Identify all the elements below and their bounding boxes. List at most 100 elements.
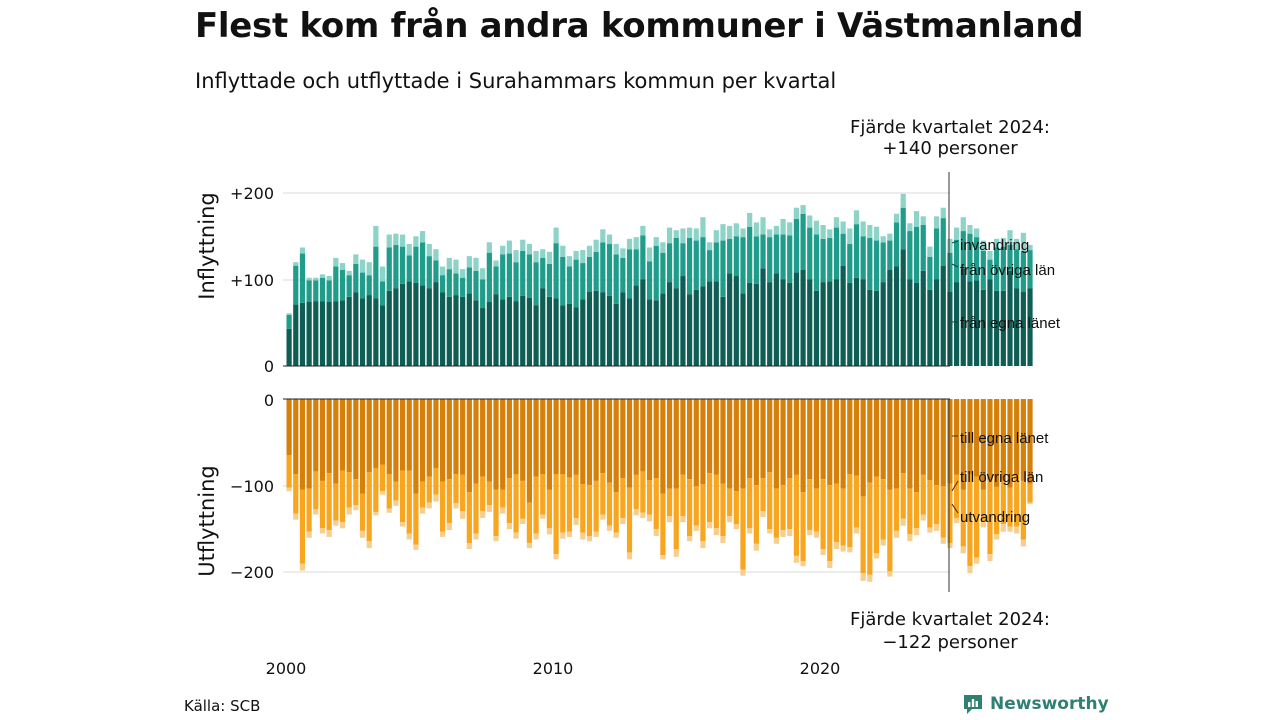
outflow-bar-1 — [373, 399, 379, 468]
outflow-bar-1 — [560, 399, 566, 474]
outflow-bar-1 — [606, 399, 613, 483]
outflow-bar-2 — [613, 492, 619, 533]
outflow-bar-3 — [893, 530, 900, 538]
inflow-bar-1 — [646, 299, 653, 366]
outflow-bar-2 — [440, 481, 446, 532]
outflow-bar-1 — [326, 399, 332, 474]
inflow-bar-1 — [1020, 291, 1026, 366]
y-axis-label-bottom: Utflyttning — [195, 465, 219, 577]
x-tick-2010: 2010 — [533, 659, 574, 678]
outflow-bar-1 — [1007, 399, 1013, 488]
outflow-bar-2 — [293, 473, 299, 514]
inflow-bar-3 — [760, 217, 766, 235]
inflow-bar-2 — [660, 252, 666, 294]
inflow-bar-3 — [1014, 238, 1020, 250]
outflow-bar-3 — [299, 563, 306, 571]
inflow-bar-1 — [807, 279, 813, 366]
outflow-bar-3 — [947, 542, 953, 549]
inflow-bar-1 — [820, 282, 826, 367]
outflow-bar-2 — [793, 474, 799, 556]
inflow-bar-1 — [927, 289, 933, 366]
outflow-bar-1 — [313, 399, 319, 472]
inflow-bar-2 — [333, 266, 339, 302]
brand-logo[interactable]: Newsworthy — [962, 693, 1109, 715]
inflow-bar-2 — [1020, 250, 1026, 292]
outflow-bar-2 — [1014, 474, 1020, 527]
inflow-bar-3 — [853, 210, 860, 225]
outflow-bar-1 — [707, 399, 713, 474]
inflow-bar-2 — [847, 244, 853, 283]
outflow-bar-2 — [753, 485, 759, 544]
outflow-bar-3 — [700, 541, 706, 549]
outflow-bar-2 — [927, 480, 933, 528]
outflow-bar-1 — [713, 399, 719, 475]
inflow-bar-1 — [913, 282, 920, 366]
outflow-bar-2 — [827, 485, 833, 562]
inflow-bar-2 — [540, 257, 546, 289]
inflow-bar-1 — [379, 305, 386, 366]
inflow-bar-2 — [747, 226, 753, 283]
outflow-bar-3 — [860, 573, 866, 581]
inflow-bar-2 — [974, 237, 980, 281]
outflow-bar-1 — [833, 399, 840, 484]
inflow-bars — [286, 193, 1033, 367]
inflow-bar-2 — [787, 235, 793, 283]
outflow-bar-1 — [767, 399, 773, 473]
outflow-bar-2 — [306, 488, 312, 532]
outflow-bar-2 — [773, 488, 779, 538]
outflow-bar-3 — [827, 561, 833, 568]
inflow-bar-2 — [573, 259, 579, 308]
outflow-bar-1 — [887, 399, 893, 490]
outflow-bar-3 — [573, 517, 579, 525]
outflow-bar-3 — [887, 571, 893, 577]
outflow-bar-1 — [800, 399, 806, 493]
outflow-bar-3 — [540, 514, 546, 519]
outflow-bar-3 — [500, 507, 506, 514]
outflow-bar-2 — [933, 485, 940, 524]
inflow-bar-1 — [446, 296, 452, 366]
inflow-bar-1 — [366, 295, 372, 366]
inflow-bar-3 — [787, 222, 793, 236]
inflow-bar-3 — [747, 212, 753, 227]
inflow-bar-1 — [693, 289, 699, 366]
outflow-bar-2 — [947, 483, 953, 543]
inflow-bar-1 — [593, 290, 599, 366]
outflow-bar-3 — [747, 528, 753, 534]
inflow-bar-2 — [927, 257, 933, 290]
outflow-bar-1 — [420, 399, 426, 482]
outflow-bar-3 — [800, 561, 806, 567]
inflow-bar-2 — [767, 237, 773, 283]
outflow-bar-2 — [687, 479, 693, 537]
inflow-bar-1 — [386, 290, 392, 366]
inflow-bar-2 — [319, 277, 326, 302]
outflow-bar-1 — [493, 399, 499, 490]
inflow-bar-3 — [533, 250, 539, 263]
outflow-bar-2 — [767, 472, 773, 530]
outflow-bar-1 — [653, 399, 659, 479]
outflow-bar-3 — [480, 511, 486, 518]
inflow-bar-2 — [526, 254, 532, 298]
outflow-bar-3 — [673, 548, 679, 557]
outflow-bar-3 — [606, 525, 613, 531]
inflow-bar-3 — [673, 230, 679, 238]
outflow-bar-3 — [960, 546, 966, 554]
inflow-bar-2 — [533, 262, 539, 306]
inflow-bar-1 — [293, 304, 299, 366]
inflow-bar-1 — [373, 298, 379, 366]
inflow-bar-1 — [867, 289, 873, 366]
inflow-bar-3 — [526, 244, 532, 255]
outflow-bar-1 — [633, 399, 639, 475]
inflow-bar-1 — [813, 290, 820, 366]
outflow-bar-1 — [840, 399, 846, 489]
inflow-bar-1 — [920, 270, 926, 366]
inflow-bar-1 — [493, 294, 499, 366]
inflow-bar-2 — [800, 213, 806, 270]
inflow-bar-2 — [420, 242, 426, 286]
outflow-bar-3 — [426, 502, 432, 509]
inflow-bar-2 — [913, 226, 920, 283]
outflow-bar-3 — [286, 487, 292, 492]
outflow-bar-2 — [1007, 487, 1013, 527]
inflow-bar-2 — [733, 236, 739, 277]
outflow-bar-2 — [900, 473, 906, 519]
inflow-bar-2 — [399, 246, 406, 284]
